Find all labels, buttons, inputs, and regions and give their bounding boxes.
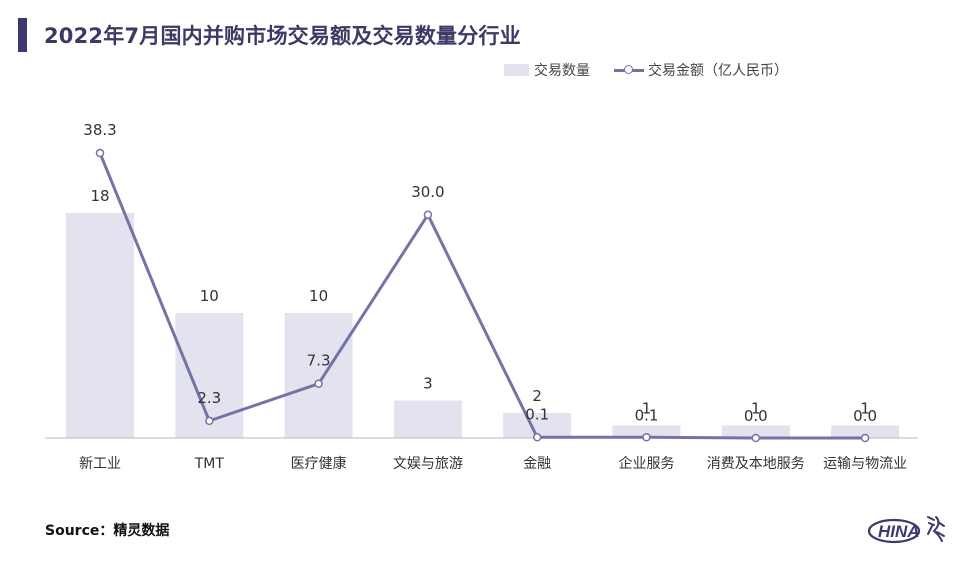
logo-text: HINA [878, 522, 920, 541]
line-point-2 [314, 379, 323, 388]
line-value-label-2: 7.3 [307, 352, 331, 370]
line-point-4 [532, 433, 542, 442]
x-tick-label-6: 消费及本地服务 [707, 456, 805, 472]
bar-value-label-7: 1 [860, 400, 870, 418]
line-value-label-1: 2.3 [197, 389, 221, 407]
line-value-label-4: 0.1 [525, 405, 549, 423]
bar-value-label-2: 10 [309, 287, 328, 305]
legend: 交易数量 交易金额（亿人民币） [504, 60, 788, 80]
line-value-label-5: 0.1 [635, 406, 659, 424]
x-tick-label-3: 文娱与旅游 [393, 456, 463, 472]
line-value-label-7: 0.0 [853, 407, 877, 425]
title-accent-bar [18, 18, 27, 52]
logo-glyph-icon [927, 516, 945, 542]
legend-line-swatch [614, 64, 644, 76]
x-tick-label-0: 新工业 [79, 456, 121, 472]
x-tick-label-4: 金融 [523, 456, 551, 472]
chart-title: 2022年7月国内并购市场交易额及交易数量分行业 [44, 24, 521, 48]
source-note: Source：精灵数据 [45, 523, 170, 539]
china-logo: HINA [867, 516, 945, 544]
bar-5 [612, 425, 681, 438]
line-value-label-6: 0.0 [744, 407, 768, 425]
bar-value-label-5: 1 [642, 400, 652, 418]
line-point-7 [860, 433, 870, 443]
bar-value-label-4: 2 [532, 387, 542, 405]
x-tick-label-7: 运输与物流业 [823, 456, 907, 472]
bar-value-label-0: 18 [90, 187, 109, 205]
logo-ring [867, 518, 921, 544]
legend-bar-swatch [504, 64, 529, 76]
line-point-1 [205, 416, 214, 426]
line-point-5 [642, 433, 651, 442]
bar-value-label-3: 3 [423, 375, 433, 393]
x-tick-label-2: 医疗健康 [291, 455, 347, 472]
line-point-0 [95, 148, 105, 158]
line-point-3 [423, 210, 433, 220]
bar-0 [66, 213, 134, 438]
bar-2 [284, 313, 353, 438]
x-tick-label-1: TMT [194, 456, 225, 472]
legend-line-label: 交易金额（亿人民币） [648, 63, 788, 79]
line-value-label-0: 38.3 [83, 121, 116, 139]
bar-3 [393, 400, 462, 438]
line-value-label-3: 30.0 [411, 183, 444, 201]
legend-bar-label: 交易数量 [534, 63, 590, 79]
bar-value-label-1: 10 [200, 287, 219, 305]
x-tick-label-5: 企业服务 [619, 455, 675, 472]
bar-7 [831, 425, 900, 438]
bar-6 [721, 425, 790, 438]
line-point-6 [751, 433, 761, 443]
bar-value-label-6: 1 [751, 400, 761, 418]
line-series [98, 152, 866, 440]
